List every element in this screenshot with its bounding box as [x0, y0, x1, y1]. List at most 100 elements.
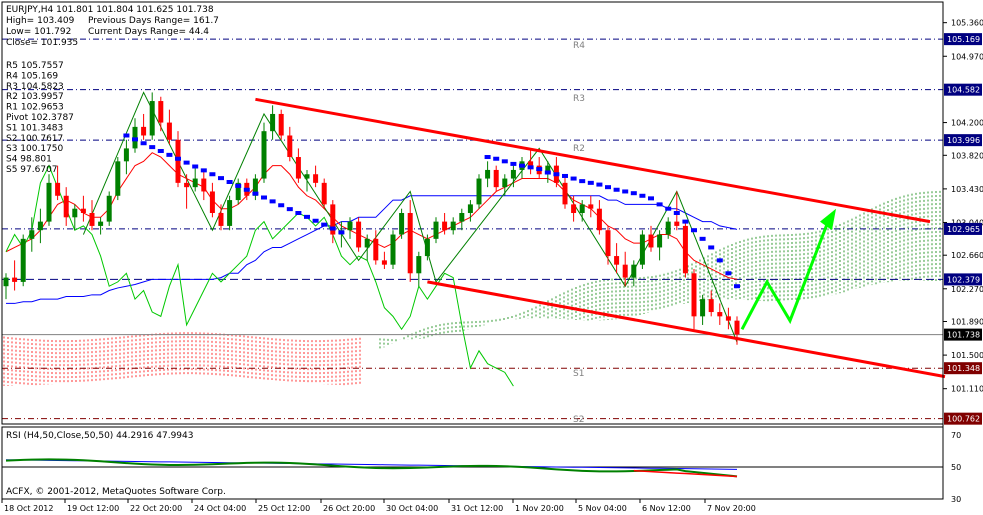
candle-body — [364, 238, 370, 248]
channel-bottom-line — [427, 280, 946, 379]
level-label-s2: S2 — [573, 415, 584, 425]
sar-dot — [132, 137, 138, 142]
rsi-tick-label: 30 — [951, 495, 961, 504]
sar-dot — [553, 172, 560, 177]
sar-dot — [544, 170, 551, 175]
sar-dot — [699, 236, 706, 241]
close-value: Close= 101.935 — [6, 38, 78, 48]
y-tick-label: 103.820 — [951, 151, 983, 160]
candle-body — [614, 256, 620, 265]
candle-body — [209, 191, 215, 213]
candle-body — [115, 161, 121, 196]
candle-body — [278, 113, 284, 136]
sar-dot — [269, 199, 276, 204]
price-tag: 100.762 — [947, 415, 980, 424]
sar-dot — [536, 167, 543, 172]
x-tick-label: 6 Nov 12:00 — [642, 504, 691, 513]
rsi-line — [5, 458, 738, 478]
candle-body — [605, 230, 611, 257]
y-tick-label: 101.500 — [951, 351, 983, 360]
sar-dot — [519, 163, 525, 168]
channel-top-line — [255, 97, 931, 224]
candle-body — [459, 213, 465, 222]
candle-body — [622, 264, 628, 278]
candle-body — [295, 157, 301, 179]
candle-body — [175, 139, 181, 183]
x-tick-label: 1 Nov 20:00 — [515, 504, 564, 513]
kijun-line — [6, 195, 738, 304]
sar-dot — [209, 172, 216, 177]
candle-body — [579, 204, 585, 213]
sar-dot — [235, 183, 242, 188]
sar-dot — [673, 211, 680, 215]
x-tick-label: 25 Oct 12:00 — [258, 504, 310, 513]
candle-body — [700, 299, 706, 317]
candle-body — [510, 169, 516, 179]
sar-dot — [562, 173, 568, 178]
candle-body — [442, 221, 448, 231]
candle-body — [184, 182, 190, 188]
candle-body — [639, 234, 645, 265]
candle-body — [399, 213, 405, 235]
sar-dot — [510, 161, 517, 166]
sar-dot — [329, 226, 336, 231]
sar-dot — [286, 207, 293, 212]
x-tick-label: 19 Oct 12:00 — [67, 504, 119, 513]
price-tag-bg — [944, 362, 982, 375]
sar-dot — [175, 156, 181, 161]
candle-body — [648, 234, 654, 248]
candle-body — [158, 101, 164, 123]
pivot-item: R5 105.7557 — [6, 61, 64, 71]
candle-body — [674, 221, 680, 226]
price-tag: 101.348 — [947, 364, 980, 373]
candle-body — [123, 148, 129, 162]
price-tag: 102.965 — [947, 225, 980, 234]
sar-dot — [682, 219, 689, 224]
candle-body — [63, 195, 69, 218]
candle-body — [416, 256, 422, 274]
candle-body — [631, 264, 637, 278]
y-tick-label: 102.660 — [951, 251, 983, 260]
pivot-item: S4 98.801 — [6, 155, 52, 165]
pivot-item: S3 100.1750 — [6, 144, 64, 154]
sar-dot — [493, 156, 500, 161]
candle-body — [485, 169, 491, 179]
candle-body — [682, 225, 688, 274]
candle-body — [717, 312, 723, 317]
sar-dot — [484, 155, 491, 160]
low-value: Low= 101.792 — [6, 27, 71, 37]
candle-body — [227, 200, 233, 226]
candle-body — [46, 182, 52, 222]
candle-body — [545, 165, 551, 175]
sar-dot — [252, 191, 259, 196]
sar-dot — [149, 145, 156, 150]
candle-body — [588, 204, 594, 209]
y-tick-label: 102.270 — [951, 285, 983, 294]
pivot-item: S1 101.3483 — [6, 123, 63, 133]
candle-body — [321, 182, 327, 205]
candle-body — [89, 213, 95, 226]
rsi-signal-line — [633, 469, 738, 478]
price-tag-bg — [944, 328, 982, 341]
y-tick-label: 103.430 — [951, 185, 983, 194]
rsi-panel[interactable]: 70 50 30 — [2, 431, 961, 504]
level-label-s1: S1 — [573, 369, 584, 379]
candle-body — [476, 178, 482, 205]
prev-range-value: Previous Days Range= 161.7 — [88, 16, 219, 26]
sar-dot — [605, 185, 611, 190]
cur-range-value: Current Days Range= 44.4 — [88, 27, 209, 37]
candle-body — [691, 273, 697, 317]
sar-dot — [200, 168, 207, 173]
candle-body — [287, 135, 293, 158]
rsi-tick-label: 70 — [951, 431, 961, 440]
candle-body — [98, 221, 104, 226]
candle-body — [55, 182, 61, 196]
pivot-levels — [2, 38, 943, 420]
candle-body — [467, 204, 473, 213]
candle-body — [502, 178, 508, 188]
sar-dot — [596, 182, 603, 187]
sar-dot — [570, 176, 577, 181]
x-tick-label: 7 Nov 20:00 — [707, 504, 756, 513]
